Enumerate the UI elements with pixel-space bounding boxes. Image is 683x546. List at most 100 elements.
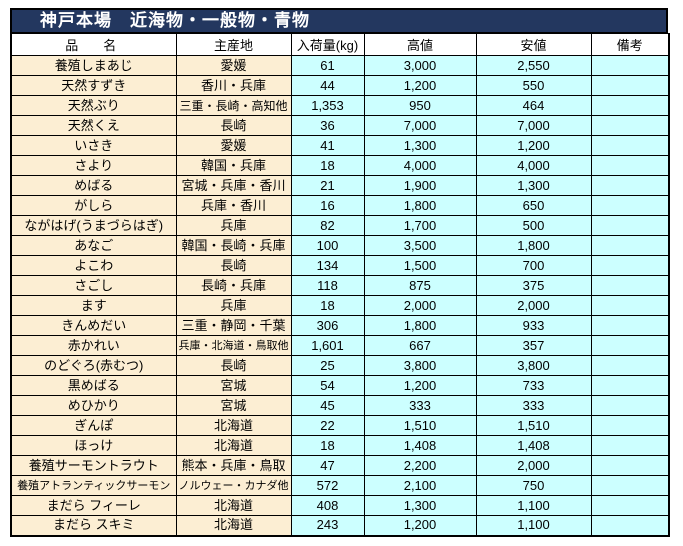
column-header-product-name[interactable]: 品 名	[10, 33, 177, 56]
low-price-cell[interactable]: 1,408	[475, 435, 592, 456]
high-price-cell[interactable]: 875	[363, 275, 477, 296]
low-price-cell[interactable]: 375	[475, 275, 592, 296]
low-price-cell[interactable]: 500	[475, 215, 592, 236]
remarks-cell[interactable]	[590, 415, 670, 436]
product-name-cell[interactable]: ぎんぽ	[10, 415, 177, 436]
low-price-cell[interactable]: 550	[475, 75, 592, 96]
origin-cell[interactable]: 長崎	[175, 255, 292, 276]
low-price-cell[interactable]: 750	[475, 475, 592, 496]
low-price-cell[interactable]: 1,800	[475, 235, 592, 256]
remarks-cell[interactable]	[590, 255, 670, 276]
product-name-cell[interactable]: さごし	[10, 275, 177, 296]
origin-cell[interactable]: 長崎	[175, 115, 292, 136]
low-price-cell[interactable]: 1,100	[475, 495, 592, 516]
origin-cell[interactable]: 三重・静岡・千葉	[175, 315, 292, 336]
product-name-cell[interactable]: ます	[10, 295, 177, 316]
high-price-cell[interactable]: 1,700	[363, 215, 477, 236]
quantity-cell[interactable]: 47	[290, 455, 365, 476]
remarks-cell[interactable]	[590, 335, 670, 356]
low-price-cell[interactable]: 1,100	[475, 515, 592, 536]
product-name-cell[interactable]: ながはげ(うまづらはぎ)	[10, 215, 177, 236]
low-price-cell[interactable]: 933	[475, 315, 592, 336]
remarks-cell[interactable]	[590, 215, 670, 236]
origin-cell[interactable]: 宮城	[175, 375, 292, 396]
quantity-cell[interactable]: 36	[290, 115, 365, 136]
origin-cell[interactable]: 長崎	[175, 355, 292, 376]
product-name-cell[interactable]: 養殖サーモントラウト	[10, 455, 177, 476]
remarks-cell[interactable]	[590, 195, 670, 216]
low-price-cell[interactable]: 1,300	[475, 175, 592, 196]
high-price-cell[interactable]: 7,000	[363, 115, 477, 136]
quantity-cell[interactable]: 54	[290, 375, 365, 396]
remarks-cell[interactable]	[590, 115, 670, 136]
low-price-cell[interactable]: 464	[475, 95, 592, 116]
column-header-origin[interactable]: 主産地	[175, 33, 292, 56]
high-price-cell[interactable]: 1,510	[363, 415, 477, 436]
quantity-cell[interactable]: 21	[290, 175, 365, 196]
remarks-cell[interactable]	[590, 135, 670, 156]
quantity-cell[interactable]: 41	[290, 135, 365, 156]
product-name-cell[interactable]: 天然くえ	[10, 115, 177, 136]
product-name-cell[interactable]: 天然すずき	[10, 75, 177, 96]
low-price-cell[interactable]: 700	[475, 255, 592, 276]
remarks-cell[interactable]	[590, 235, 670, 256]
product-name-cell[interactable]: よこわ	[10, 255, 177, 276]
remarks-cell[interactable]	[590, 375, 670, 396]
quantity-cell[interactable]: 44	[290, 75, 365, 96]
low-price-cell[interactable]: 357	[475, 335, 592, 356]
high-price-cell[interactable]: 2,200	[363, 455, 477, 476]
column-header-remarks[interactable]: 備考	[590, 33, 670, 56]
low-price-cell[interactable]: 2,000	[475, 295, 592, 316]
quantity-cell[interactable]: 306	[290, 315, 365, 336]
remarks-cell[interactable]	[590, 355, 670, 376]
origin-cell[interactable]: 北海道	[175, 415, 292, 436]
remarks-cell[interactable]	[590, 495, 670, 516]
high-price-cell[interactable]: 333	[363, 395, 477, 416]
origin-cell[interactable]: 熊本・兵庫・鳥取	[175, 455, 292, 476]
high-price-cell[interactable]: 1,200	[363, 515, 477, 536]
product-name-cell[interactable]: 天然ぶり	[10, 95, 177, 116]
high-price-cell[interactable]: 1,200	[363, 375, 477, 396]
quantity-cell[interactable]: 82	[290, 215, 365, 236]
origin-cell[interactable]: 北海道	[175, 435, 292, 456]
origin-cell[interactable]: 三重・長崎・高知他	[175, 95, 292, 116]
remarks-cell[interactable]	[590, 395, 670, 416]
product-name-cell[interactable]: まだら スキミ	[10, 515, 177, 536]
product-name-cell[interactable]: いさき	[10, 135, 177, 156]
high-price-cell[interactable]: 667	[363, 335, 477, 356]
product-name-cell[interactable]: ほっけ	[10, 435, 177, 456]
high-price-cell[interactable]: 1,408	[363, 435, 477, 456]
origin-cell[interactable]: 愛媛	[175, 55, 292, 76]
remarks-cell[interactable]	[590, 95, 670, 116]
remarks-cell[interactable]	[590, 435, 670, 456]
remarks-cell[interactable]	[590, 315, 670, 336]
origin-cell[interactable]: 宮城	[175, 395, 292, 416]
origin-cell[interactable]: 愛媛	[175, 135, 292, 156]
quantity-cell[interactable]: 1,601	[290, 335, 365, 356]
high-price-cell[interactable]: 3,000	[363, 55, 477, 76]
origin-cell[interactable]: 北海道	[175, 495, 292, 516]
column-header-quantity[interactable]: 入荷量(kg)	[290, 33, 365, 56]
product-name-cell[interactable]: あなご	[10, 235, 177, 256]
remarks-cell[interactable]	[590, 155, 670, 176]
origin-cell[interactable]: 韓国・兵庫	[175, 155, 292, 176]
product-name-cell[interactable]: めひかり	[10, 395, 177, 416]
remarks-cell[interactable]	[590, 75, 670, 96]
product-name-cell[interactable]: まだら フィーレ	[10, 495, 177, 516]
remarks-cell[interactable]	[590, 55, 670, 76]
sheet-title-cell[interactable]: 神戸本場 近海物・一般物・青物	[10, 8, 668, 33]
product-name-cell[interactable]: がしら	[10, 195, 177, 216]
product-name-cell[interactable]: 養殖しまあじ	[10, 55, 177, 76]
quantity-cell[interactable]: 18	[290, 295, 365, 316]
product-name-cell[interactable]: のどぐろ(赤むつ)	[10, 355, 177, 376]
origin-cell[interactable]: 兵庫	[175, 215, 292, 236]
origin-cell[interactable]: 香川・兵庫	[175, 75, 292, 96]
quantity-cell[interactable]: 118	[290, 275, 365, 296]
product-name-cell[interactable]: きんめだい	[10, 315, 177, 336]
remarks-cell[interactable]	[590, 515, 670, 536]
quantity-cell[interactable]: 408	[290, 495, 365, 516]
remarks-cell[interactable]	[590, 275, 670, 296]
quantity-cell[interactable]: 25	[290, 355, 365, 376]
quantity-cell[interactable]: 572	[290, 475, 365, 496]
low-price-cell[interactable]: 1,510	[475, 415, 592, 436]
